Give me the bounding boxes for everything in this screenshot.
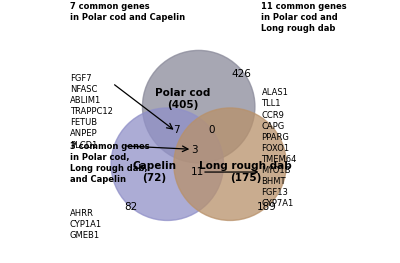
Text: 11: 11 <box>191 167 204 177</box>
Text: 426: 426 <box>232 69 252 79</box>
Circle shape <box>111 108 224 220</box>
Text: 0: 0 <box>209 125 215 135</box>
Circle shape <box>174 108 286 220</box>
Text: ALAS1
TLL1
CCR9
CAPG
PPARG
FOXO1
TMEM64
MYO1B
BHMT
FGF13
CYP7A1: ALAS1 TLL1 CCR9 CAPG PPARG FOXO1 TMEM64 … <box>262 88 297 208</box>
Text: FGF7
NFASC
ABLIM1
TRAPPC12
FETUB
ANPEP
PLCD1: FGF7 NFASC ABLIM1 TRAPPC12 FETUB ANPEP P… <box>70 74 113 150</box>
Text: 7: 7 <box>173 125 179 135</box>
Text: 11 common genes
in Polar cod and
Long rough dab: 11 common genes in Polar cod and Long ro… <box>262 2 347 33</box>
Text: Capelin
(72): Capelin (72) <box>132 161 176 183</box>
Text: 3 common genes
in Polar cod,
Long rough dab,
and Capelin: 3 common genes in Polar cod, Long rough … <box>70 142 150 184</box>
Text: 82: 82 <box>124 202 137 212</box>
Text: 189: 189 <box>257 202 277 212</box>
Text: 3: 3 <box>191 145 198 155</box>
Text: AHRR
CYP1A1
GMEB1: AHRR CYP1A1 GMEB1 <box>70 209 102 240</box>
Circle shape <box>142 50 255 163</box>
Text: Polar cod
(405): Polar cod (405) <box>155 88 211 110</box>
Text: Long rough dab
(175): Long rough dab (175) <box>200 161 292 183</box>
Text: 7 common genes
in Polar cod and Capelin: 7 common genes in Polar cod and Capelin <box>70 2 185 22</box>
